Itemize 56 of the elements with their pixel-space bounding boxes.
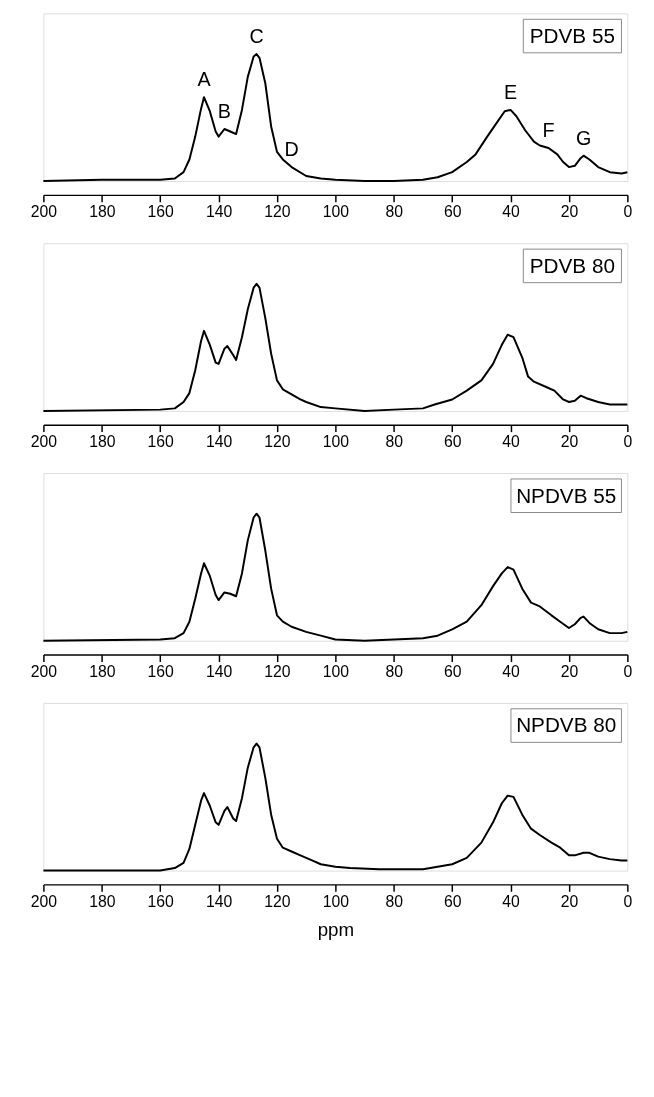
text: PDVB 80 [529,253,615,277]
x-tick-label: 60 [443,432,462,450]
x-tick-label: 140 [205,892,233,910]
x-tick-label: 60 [443,662,462,680]
x-tick-label: 100 [322,662,350,680]
x-tick-label: 100 [322,203,350,221]
x-tick-label: 200 [30,662,58,680]
x-tick-label: 180 [89,432,116,450]
text: NPDVB 80 [516,713,617,737]
text: PDVB 55 [529,23,615,47]
x-tick-label: 140 [205,432,233,450]
x-tick-label: 20 [560,662,579,680]
annotation: E [504,81,518,104]
x-tick-label: 0 [623,432,633,450]
annotation: A [197,68,212,91]
x-tick-label: 120 [264,432,291,450]
x-tick-label: 20 [560,203,579,221]
x-tick-label: 120 [264,203,291,221]
x-tick-label: 120 [264,892,291,910]
x-tick-label: 100 [322,892,350,910]
x-tick-label: 160 [147,432,175,450]
x-tick-label: 60 [443,203,462,221]
x-tick-label: 140 [205,203,233,221]
text: NPDVB 55 [516,483,617,507]
x-tick-label: 160 [147,203,175,221]
x-tick-label: 200 [30,203,58,221]
x-tick-label: 0 [623,892,633,910]
x-tick-label: 80 [385,432,404,450]
annotation: G [575,126,592,149]
x-tick-label: 80 [385,892,404,910]
x-tick-label: 80 [385,203,404,221]
x-tick-label: 40 [502,432,521,450]
x-tick-label: 40 [502,892,521,910]
x-axis-title: ppm [317,919,355,941]
x-tick-label: 20 [560,432,579,450]
x-tick-label: 200 [30,432,58,450]
x-tick-label: 120 [264,662,291,680]
x-tick-label: 40 [502,662,521,680]
annotation: D [284,138,299,161]
x-tick-label: 40 [502,203,521,221]
x-tick-label: 140 [205,662,233,680]
x-tick-label: 200 [30,892,58,910]
x-tick-label: 160 [147,662,175,680]
x-tick-label: 180 [89,892,116,910]
annotation: B [217,100,232,123]
x-tick-label: 160 [147,892,175,910]
annotation: C [249,25,264,48]
x-tick-label: 80 [385,662,404,680]
x-tick-label: 180 [89,203,116,221]
annotation: F [542,119,555,142]
x-tick-label: 60 [443,892,462,910]
x-tick-label: 0 [623,203,633,221]
x-tick-label: 0 [623,662,633,680]
x-tick-label: 180 [89,662,116,680]
x-tick-label: 20 [560,892,579,910]
x-tick-label: 100 [322,432,350,450]
